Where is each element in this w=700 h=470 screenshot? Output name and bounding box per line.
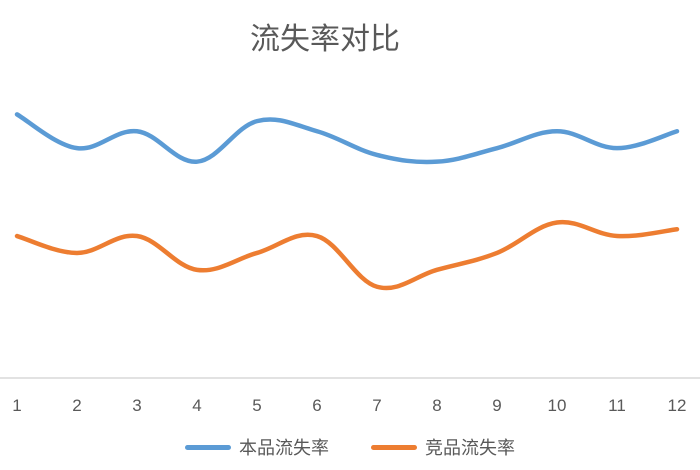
x-tick-label: 7 (372, 396, 381, 415)
x-tick-label: 3 (132, 396, 141, 415)
x-tick-label: 12 (668, 396, 687, 415)
x-tick-label: 9 (492, 396, 501, 415)
legend-label: 竞品流失率 (425, 438, 515, 459)
legend-swatch (185, 444, 231, 450)
chart-title: 流失率对比 (250, 22, 400, 57)
x-tick-label: 11 (608, 396, 626, 415)
series-line-0 (14, 112, 680, 165)
x-tick-label: 1 (12, 396, 21, 415)
series-layer (14, 112, 680, 291)
legend-item-1: 竞品流失率 (371, 434, 515, 460)
x-tick-label: 4 (192, 396, 201, 415)
legend-swatch (371, 444, 417, 450)
x-tick-label: 6 (312, 396, 321, 415)
series-line-1 (14, 219, 680, 291)
legend-item-0: 本品流失率 (185, 434, 329, 460)
legend: 本品流失率 竞品流失率 (0, 432, 700, 462)
x-tick-label: 10 (548, 396, 567, 415)
x-tick-label: 2 (72, 396, 81, 415)
x-tick-label: 8 (432, 396, 441, 415)
x-tick-label: 5 (252, 396, 261, 415)
x-tick-labels: 1 2 3 4 5 6 7 8 9 10 11 12 (12, 396, 686, 415)
legend-label: 本品流失率 (239, 438, 329, 459)
